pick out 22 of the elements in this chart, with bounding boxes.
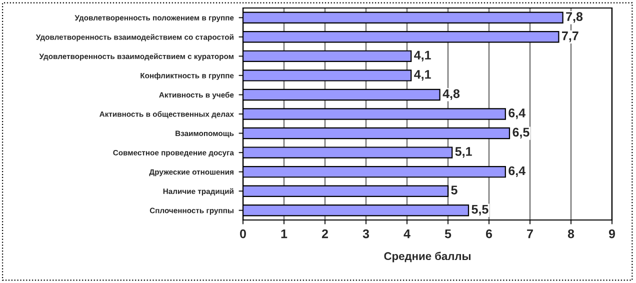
data-label: 6,5	[512, 128, 530, 138]
x-tick-label: 1	[281, 229, 288, 238]
data-label: 6,4	[508, 166, 526, 177]
x-axis-title: Средние баллы	[384, 252, 470, 262]
x-tick-label: 3	[362, 229, 370, 238]
data-label: 5,5	[472, 204, 488, 216]
x-tick-label: 2	[322, 229, 328, 238]
x-tick-label: 4	[404, 229, 410, 238]
data-label: 5	[451, 186, 458, 194]
x-tick-label: 5	[444, 229, 452, 238]
x-tick-label: 7	[527, 229, 533, 238]
data-label: 7,7	[562, 32, 578, 42]
data-label: 7,8	[566, 12, 583, 23]
x-tick-label: 0	[240, 229, 246, 238]
x-tick-label: 9	[608, 229, 616, 238]
x-tick-label: 8	[568, 229, 574, 238]
x-tick-label: 6	[486, 229, 492, 238]
data-label: 4,1	[414, 70, 431, 81]
data-label: 5,1	[455, 147, 472, 158]
data-label: 4,1	[414, 50, 431, 62]
data-label: 4,8	[442, 89, 460, 100]
data-label: 6,4	[508, 108, 526, 120]
